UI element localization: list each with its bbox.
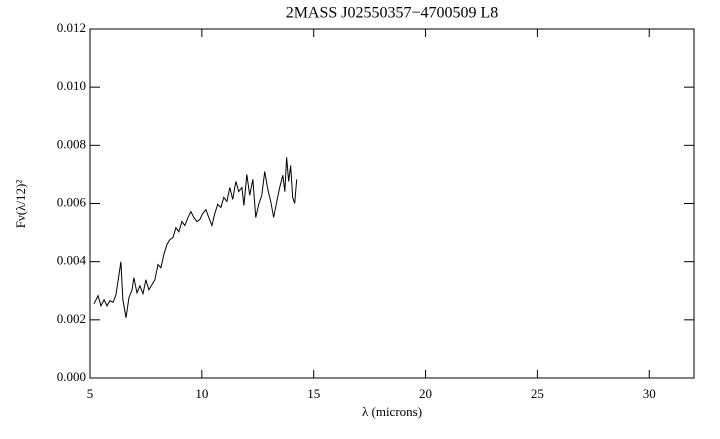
x-tick-label: 10 <box>195 386 208 401</box>
chart-title: 2MASS J02550357−4700509 L8 <box>286 5 499 22</box>
x-tick-label: 20 <box>419 386 432 401</box>
y-tick-label: 0.012 <box>57 20 86 35</box>
y-tick-label: 0.008 <box>57 136 86 151</box>
x-tick-label: 30 <box>643 386 656 401</box>
plot-frame <box>89 28 695 379</box>
y-tick-label: 0.004 <box>57 253 87 268</box>
x-tick-label: 25 <box>531 386 544 401</box>
y-axis-label: Fν(λ/12)² <box>13 180 28 229</box>
x-tick-label: 5 <box>87 386 94 401</box>
y-tick-label: 0.006 <box>57 194 87 209</box>
x-axis-label: λ (microns) <box>362 404 422 419</box>
spectrum-line <box>93 157 298 318</box>
y-tick-label: 0.002 <box>57 311 86 326</box>
y-tick-label: 0.000 <box>57 369 86 384</box>
y-tick-label: 0.010 <box>57 78 86 93</box>
x-tick-label: 15 <box>307 386 320 401</box>
